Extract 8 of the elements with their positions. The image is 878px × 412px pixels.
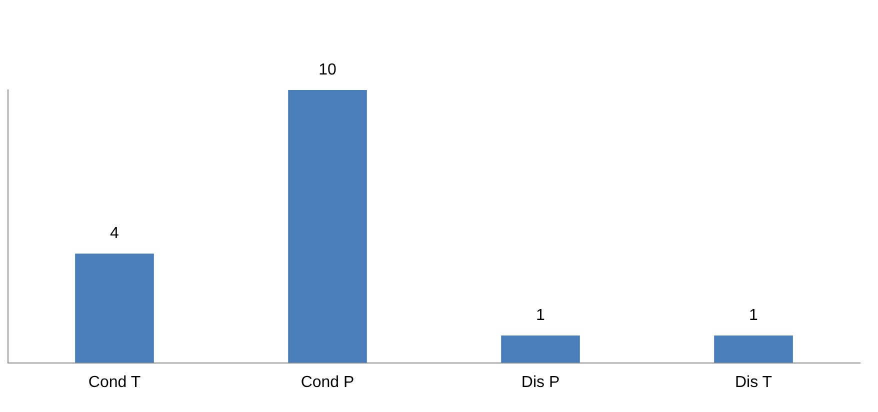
data-label: 4 [110, 225, 120, 242]
data-label: 1 [536, 306, 546, 324]
x-tick-label: Cond P [300, 374, 354, 391]
x-tick-label: Cond T [88, 374, 141, 391]
x-tick-label: Dis T [734, 374, 772, 391]
data-label: 1 [749, 306, 758, 324]
x-tick-label: Dis P [521, 374, 560, 391]
data-label: 10 [318, 61, 336, 78]
